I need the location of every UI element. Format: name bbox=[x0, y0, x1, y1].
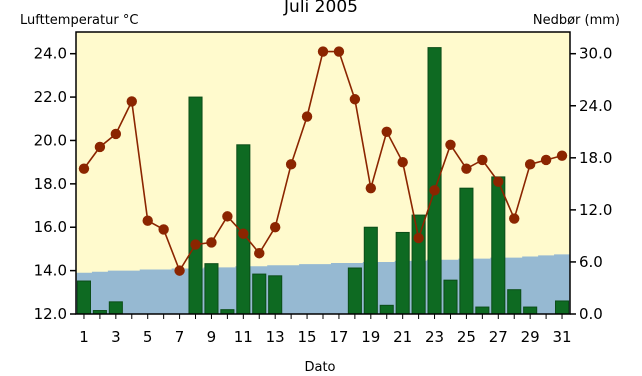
precip-bar-day-27 bbox=[491, 176, 506, 315]
x-tick-label: 27 bbox=[489, 328, 508, 346]
x-tick-label: 23 bbox=[425, 328, 444, 346]
precip-bar-day-25 bbox=[459, 187, 474, 315]
left-tick-label: 16.0 bbox=[34, 218, 67, 236]
right-tick-label: 30.0 bbox=[579, 45, 612, 63]
left-tick-label: 14.0 bbox=[34, 262, 67, 280]
left-tick-label: 24.0 bbox=[34, 45, 67, 63]
temp-point-day-30 bbox=[540, 154, 552, 166]
left-tick-label: 18.0 bbox=[34, 175, 67, 193]
temp-point-day-29 bbox=[524, 159, 536, 170]
temp-point-day-17 bbox=[333, 46, 345, 57]
temp-point-day-23 bbox=[429, 185, 440, 196]
x-tick-label: 25 bbox=[457, 328, 476, 346]
precip-bar-day-28 bbox=[507, 289, 522, 315]
x-tick-label: 29 bbox=[521, 328, 540, 346]
temp-point-day-11 bbox=[238, 228, 249, 239]
temp-point-day-8 bbox=[190, 239, 201, 250]
x-tick-label: 5 bbox=[143, 328, 153, 346]
temp-point-day-10 bbox=[222, 211, 233, 222]
temp-point-day-3 bbox=[110, 128, 122, 140]
precip-bar-day-26 bbox=[475, 306, 490, 315]
temp-point-day-9 bbox=[206, 237, 217, 248]
x-tick-label: 1 bbox=[79, 328, 89, 346]
temp-point-day-28 bbox=[509, 213, 520, 224]
precip-bar-day-1 bbox=[76, 280, 91, 315]
temp-point-day-13 bbox=[269, 222, 281, 233]
precip-bar-day-22 bbox=[411, 214, 426, 315]
right-axis: 0.0 6.0 12.0 18.0 24.0 30.0 bbox=[570, 45, 612, 323]
temp-point-day-6 bbox=[158, 224, 169, 235]
left-tick-label: 20.0 bbox=[34, 131, 67, 149]
precip-bar-day-9 bbox=[204, 263, 219, 315]
precip-bar-day-24 bbox=[443, 279, 458, 315]
temp-point-day-19 bbox=[365, 182, 377, 194]
left-tick-label: 22.0 bbox=[34, 88, 67, 106]
precip-bar-day-12 bbox=[252, 273, 267, 315]
temp-point-day-4 bbox=[126, 96, 137, 107]
right-tick-label: 6.0 bbox=[579, 253, 603, 271]
temp-point-day-27 bbox=[493, 176, 504, 187]
left-axis-label: Lufttemperatur °C bbox=[20, 13, 138, 28]
x-tick-label: 17 bbox=[329, 328, 348, 346]
x-tick-label: 15 bbox=[298, 328, 317, 346]
temp-point-day-14 bbox=[285, 159, 297, 170]
temp-point-day-5 bbox=[142, 215, 153, 226]
left-tick-label: 12.0 bbox=[34, 305, 67, 323]
x-tick-label: 11 bbox=[234, 328, 253, 346]
temp-point-day-24 bbox=[445, 139, 456, 150]
precip-bar-day-19 bbox=[363, 226, 378, 315]
right-tick-label: 24.0 bbox=[579, 97, 612, 115]
x-tick-label: 31 bbox=[552, 328, 571, 346]
x-tick-label: 21 bbox=[393, 328, 412, 346]
right-axis-label: Nedbør (mm) bbox=[533, 13, 620, 28]
temp-point-day-22 bbox=[413, 232, 424, 244]
precip-bar-day-3 bbox=[108, 301, 123, 315]
temp-point-day-25 bbox=[461, 163, 472, 174]
precip-bar-day-31 bbox=[555, 300, 570, 315]
x-tick-label: 3 bbox=[111, 328, 121, 346]
x-tick-label: 19 bbox=[361, 328, 380, 346]
precip-bar-day-23 bbox=[427, 47, 442, 315]
chart-title: Juli 2005 bbox=[283, 0, 358, 17]
x-axis-label: Dato bbox=[304, 360, 335, 375]
temp-point-day-21 bbox=[397, 156, 408, 168]
x-axis: 1 3 5 7 9 11 13 15 17 19 21 23 25 27 29 31 bbox=[79, 314, 572, 346]
precip-bar-day-18 bbox=[347, 267, 362, 315]
x-tick-label: 13 bbox=[266, 328, 285, 346]
precip-bar-day-13 bbox=[268, 275, 283, 315]
right-tick-label: 0.0 bbox=[579, 305, 603, 323]
temp-point-day-18 bbox=[349, 94, 361, 105]
x-tick-label: 9 bbox=[207, 328, 217, 346]
x-tick-label: 7 bbox=[175, 328, 185, 346]
temp-point-day-15 bbox=[301, 111, 313, 122]
temp-point-day-12 bbox=[254, 248, 265, 259]
temp-point-day-2 bbox=[94, 141, 106, 153]
temp-point-day-31 bbox=[556, 150, 568, 161]
right-tick-label: 18.0 bbox=[579, 149, 612, 167]
temp-point-day-26 bbox=[477, 154, 488, 166]
temp-point-day-20 bbox=[381, 126, 392, 137]
right-tick-label: 12.0 bbox=[579, 201, 612, 219]
precip-bar-day-20 bbox=[379, 304, 394, 315]
precip-bar-day-21 bbox=[395, 231, 410, 315]
precip-bar-day-29 bbox=[523, 306, 538, 315]
precip-bar-day-8 bbox=[188, 96, 203, 315]
temp-point-day-7 bbox=[174, 265, 185, 276]
left-axis: 12.0 14.0 16.0 18.0 20.0 22.0 24.0 bbox=[34, 45, 76, 323]
temp-point-day-1 bbox=[78, 163, 90, 174]
temperature-points bbox=[78, 46, 568, 276]
temp-point-day-16 bbox=[317, 46, 329, 57]
